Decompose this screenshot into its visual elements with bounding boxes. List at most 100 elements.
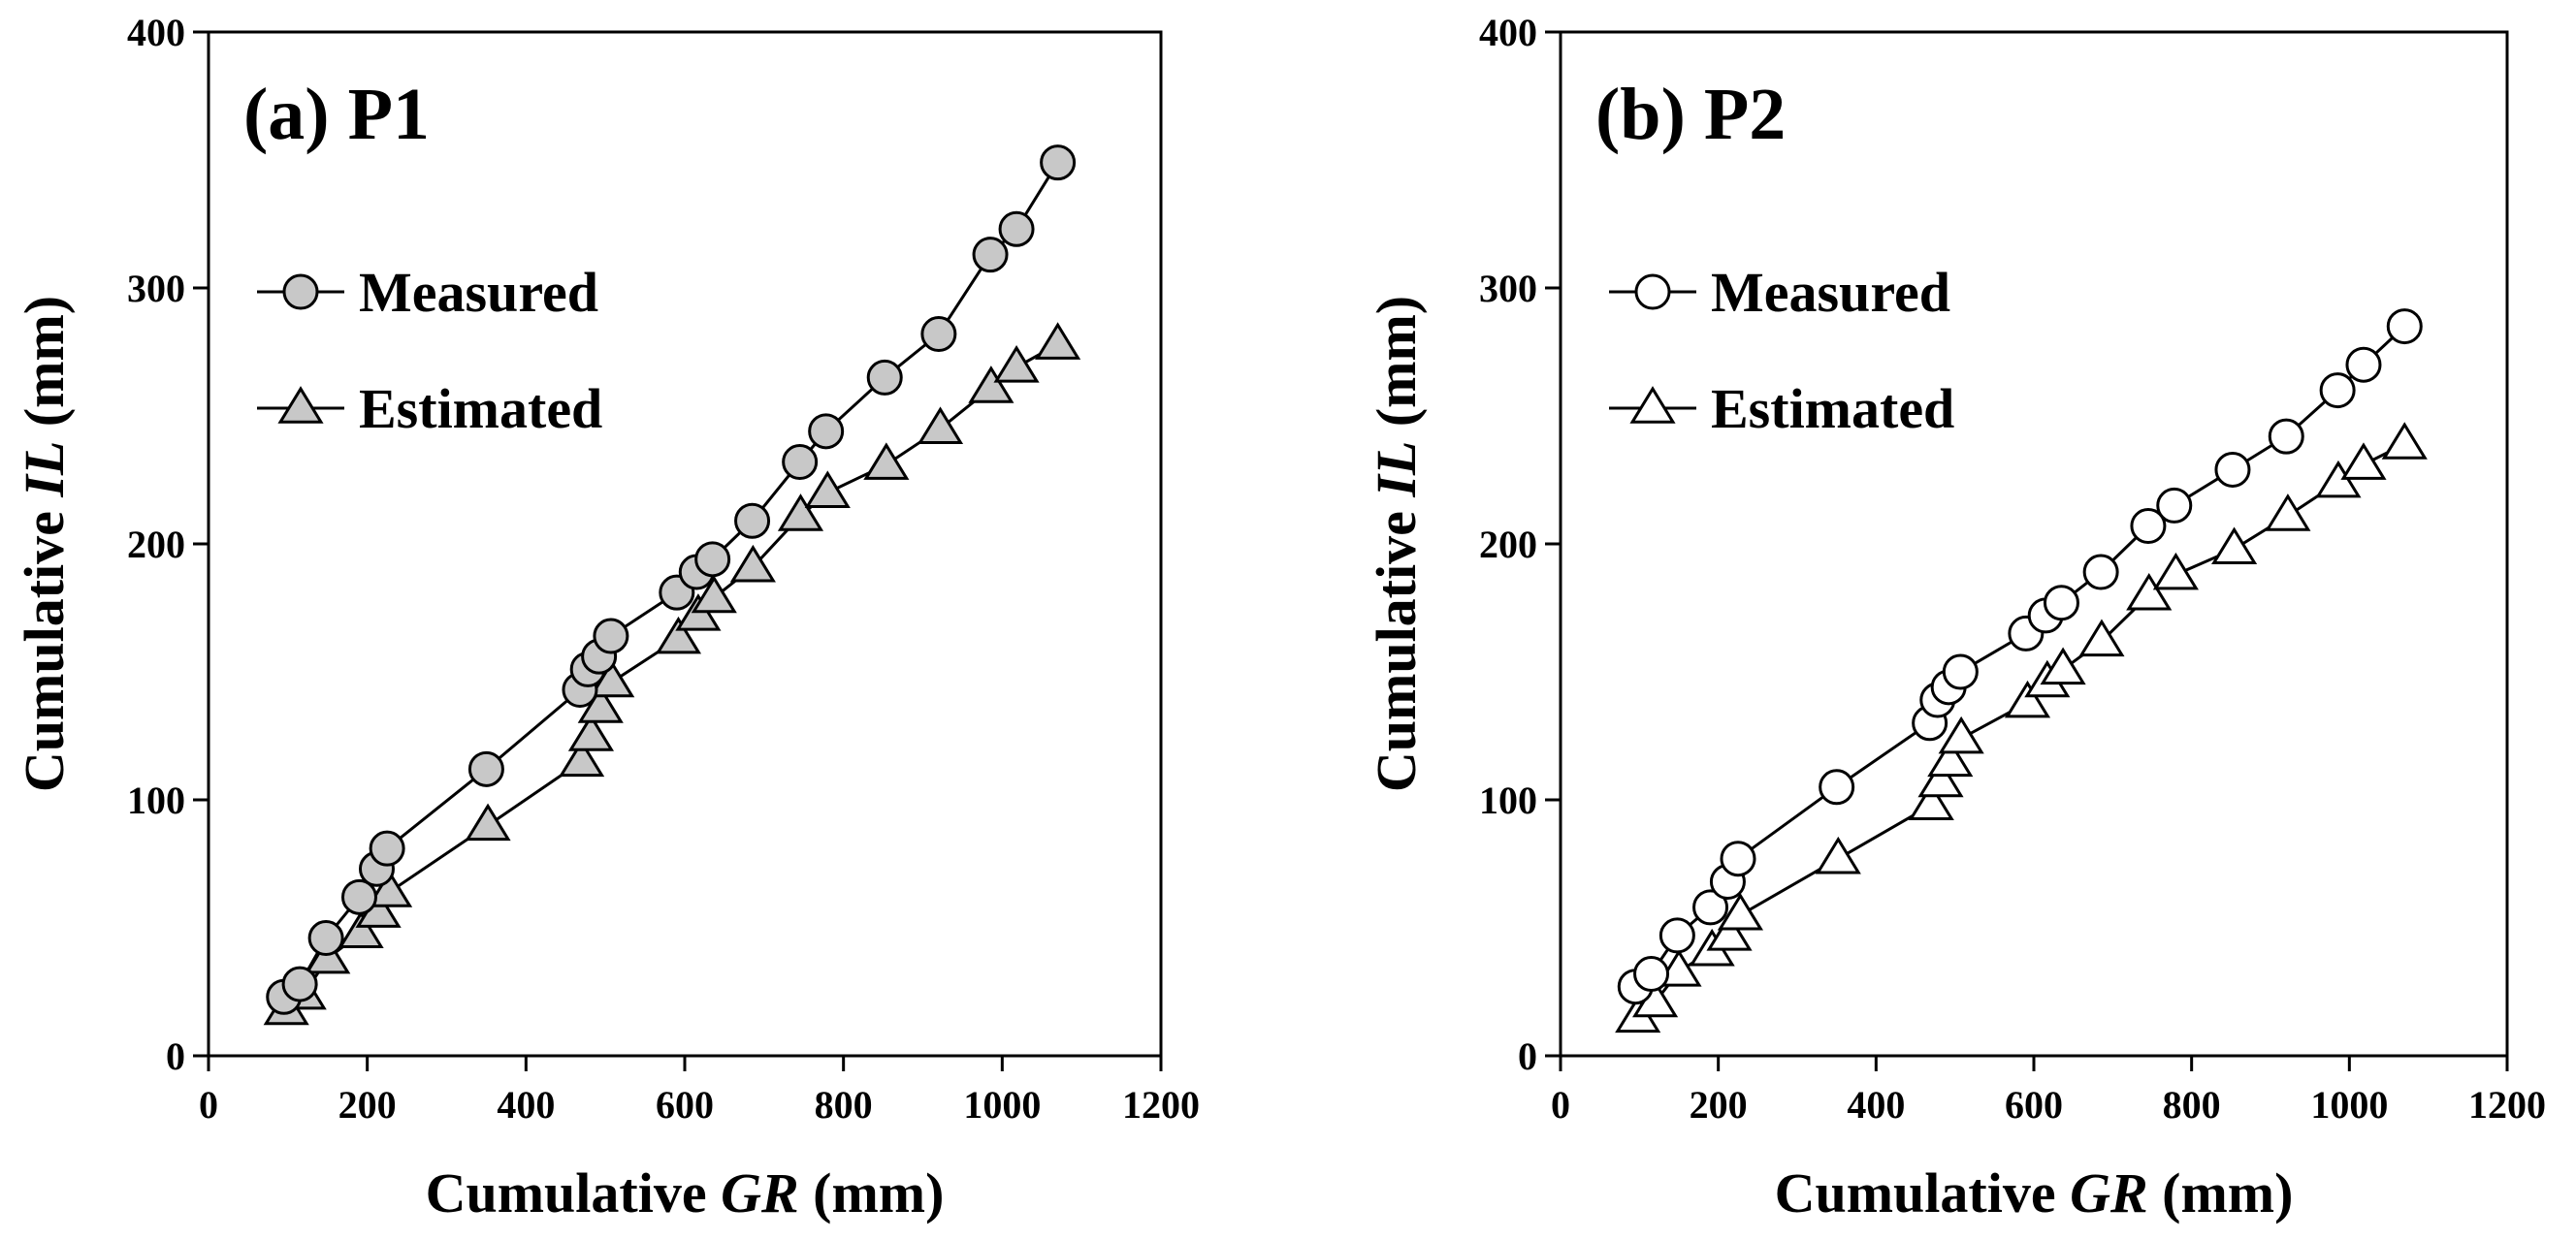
x-tick-label: 0 (199, 1083, 218, 1127)
y-tick-label: 300 (127, 267, 185, 310)
data-point-estimated (2265, 493, 2311, 531)
data-point-measured (281, 966, 318, 1002)
data-point-estimated (729, 544, 776, 583)
data-point-measured (782, 444, 819, 481)
data-point-estimated (1815, 836, 1861, 874)
panel-title: (b) P2 (1595, 74, 1786, 155)
x-axis-title: Cumulative GR (mm) (426, 1161, 945, 1224)
data-point-measured (808, 413, 845, 450)
x-axis-title: Cumulative GR (mm) (1775, 1161, 2294, 1224)
data-point-estimated (804, 470, 851, 508)
legend-marker-measured (1634, 273, 1671, 310)
data-point-estimated (2152, 552, 2199, 590)
x-axis-title-unit: (mm) (799, 1161, 945, 1224)
y-tick-label: 200 (1479, 523, 1537, 566)
data-point-measured (1633, 956, 1670, 993)
y-tick-label: 400 (1479, 11, 1537, 54)
y-tick-label: 100 (1479, 779, 1537, 822)
data-point-estimated (338, 910, 384, 949)
data-point-measured (998, 210, 1035, 247)
data-point-measured (2268, 418, 2304, 455)
y-axis-title: Cumulative IL (mm) (1365, 296, 1428, 792)
data-point-measured (1819, 769, 1855, 806)
x-tick-label: 200 (338, 1083, 397, 1127)
data-point-estimated (567, 714, 615, 751)
y-tick-label: 0 (1518, 1034, 1537, 1078)
x-tick-label: 1000 (2310, 1083, 2388, 1127)
data-point-measured (467, 750, 504, 787)
legend-marker-estimated (277, 386, 324, 424)
data-point-measured (2214, 451, 2251, 488)
data-point-measured (1720, 841, 1756, 877)
y-tick-label: 400 (127, 11, 185, 54)
y-axis-title-unit: (mm) (1365, 296, 1428, 441)
y-axis-title: Cumulative IL (mm) (13, 296, 76, 792)
legend: Measured Estimated (1609, 261, 1954, 440)
data-point-estimated (655, 616, 702, 654)
data-point-measured (2156, 487, 2193, 524)
x-axis-title-unit: (mm) (2148, 1161, 2294, 1224)
data-point-estimated (577, 685, 624, 723)
series-markers-measured (1617, 308, 2423, 1005)
x-tick-label: 800 (815, 1083, 873, 1127)
legend-label-measured: Measured (359, 261, 598, 324)
data-point-measured (593, 618, 629, 654)
data-point-estimated (777, 493, 824, 531)
data-point-estimated (1717, 892, 1764, 931)
y-tick-label: 200 (127, 523, 185, 566)
data-point-estimated (993, 345, 1040, 383)
data-point-estimated (2078, 619, 2125, 657)
x-tick-label: 1000 (963, 1083, 1041, 1127)
data-point-measured (1658, 917, 1695, 954)
data-point-measured (734, 502, 771, 539)
x-axis-title-variable: GR (2070, 1161, 2148, 1224)
legend-label-estimated: Estimated (1711, 377, 1954, 440)
chart-panel-1: 0 200 400 600 800 1000 1200 0 100 200 300 400 Cumula… (13, 11, 1200, 1224)
y-axis-title-prefix: Cumulative (1365, 497, 1428, 793)
y-axis-title-prefix: Cumulative (13, 497, 76, 793)
data-point-estimated (1927, 739, 1974, 778)
data-point-measured (340, 878, 377, 915)
data-point-estimated (691, 575, 737, 614)
data-point-measured (1040, 144, 1077, 181)
data-point-measured (694, 541, 731, 578)
x-tick-label: 600 (2005, 1083, 2063, 1127)
legend-marker-estimated (1629, 386, 1676, 424)
data-point-estimated (863, 442, 910, 480)
data-point-measured (369, 830, 405, 867)
data-point-measured (1942, 653, 1979, 690)
data-point-measured (1692, 889, 1729, 926)
x-tick-label: 400 (497, 1083, 555, 1127)
legend: Measured Estimated (257, 261, 602, 440)
legend-label-estimated: Estimated (359, 377, 602, 440)
y-tick-label: 300 (1479, 267, 1537, 310)
data-point-estimated (465, 803, 511, 842)
data-point-estimated (917, 406, 964, 444)
data-point-measured (866, 359, 903, 396)
x-tick-label: 400 (1847, 1083, 1905, 1127)
y-axis-title-variable: IL (13, 441, 76, 498)
panel-title: (a) P1 (243, 74, 430, 155)
data-point-estimated (968, 366, 1014, 403)
legend-label-measured: Measured (1711, 261, 1950, 324)
x-tick-label: 1200 (2468, 1083, 2546, 1127)
series-markers-measured (266, 144, 1077, 1015)
series-markers-estimated (263, 322, 1081, 1026)
data-point-estimated (1706, 913, 1753, 951)
y-tick-label: 100 (127, 779, 185, 822)
data-point-measured (2130, 508, 2167, 545)
legend-marker-measured (282, 273, 319, 310)
data-point-estimated (559, 739, 605, 778)
data-point-estimated (1908, 782, 1954, 821)
x-tick-label: 200 (1690, 1083, 1748, 1127)
y-tick-label: 0 (166, 1034, 185, 1078)
data-point-measured (2319, 372, 2356, 409)
x-tick-label: 600 (656, 1083, 714, 1127)
data-point-estimated (2340, 442, 2387, 480)
data-point-measured (972, 237, 1009, 273)
data-point-measured (2082, 554, 2119, 590)
data-point-estimated (2211, 526, 2258, 565)
data-point-estimated (1917, 759, 1964, 798)
x-tick-label: 800 (2163, 1083, 2221, 1127)
